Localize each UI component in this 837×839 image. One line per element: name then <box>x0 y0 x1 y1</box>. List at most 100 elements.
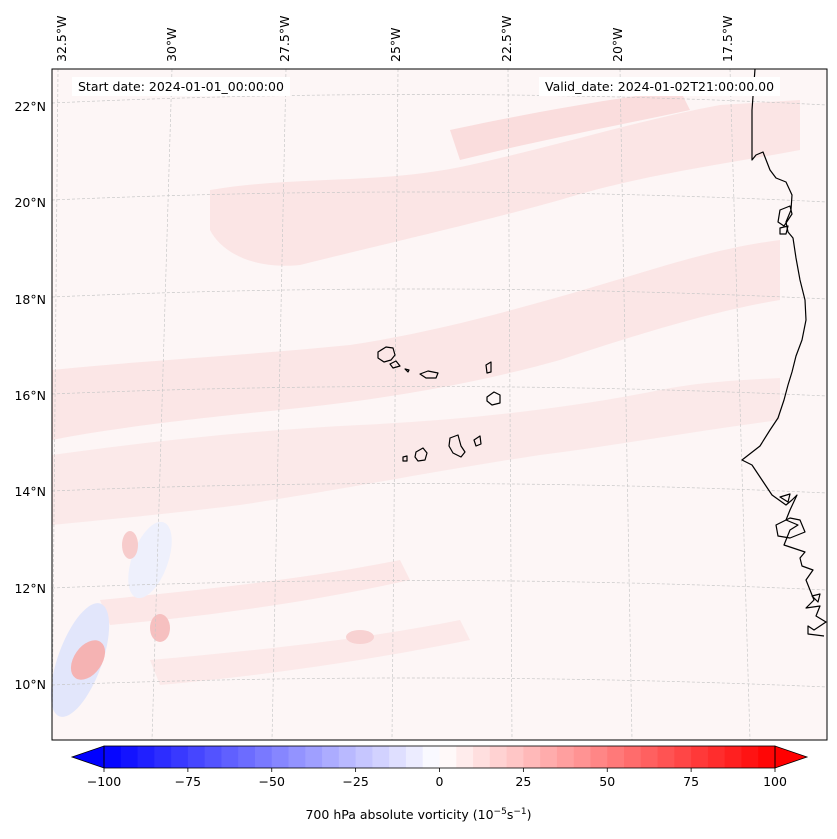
south-streaks-2 <box>150 620 470 685</box>
colorbar-cell <box>271 746 290 768</box>
colorbar-extend-max <box>774 745 809 769</box>
colorbar-cell <box>556 746 575 768</box>
gridline-lon-30 <box>151 68 173 741</box>
island-santa-luzia <box>404 368 410 373</box>
lon-label-30: 30°W <box>164 27 179 62</box>
north-band <box>210 100 800 266</box>
colorbar-cell <box>590 746 608 768</box>
island-santo-antao <box>377 346 396 363</box>
map-border <box>51 68 828 741</box>
colorbar-cell <box>540 746 558 768</box>
guinea-bissau-islands <box>811 593 821 603</box>
colorbar-cell <box>238 746 256 768</box>
mauritania-bay-2 <box>779 225 789 235</box>
colorbar-cell <box>707 746 726 768</box>
central-band <box>52 240 780 440</box>
coastlines <box>377 68 827 637</box>
gridline-lon-22-5 <box>507 68 513 741</box>
lon-label-27-5: 27.5°W <box>277 16 292 62</box>
colorbar-cell <box>221 746 239 768</box>
lat-label-12: 12°N <box>14 581 46 596</box>
lat-label-14: 14°N <box>14 484 46 499</box>
colorbar-tick-label: 50 <box>599 774 615 789</box>
colorbar-cell <box>640 746 659 768</box>
colorbar-cell <box>187 746 206 768</box>
island-boa-vista <box>486 391 501 406</box>
colorbar-cell <box>691 746 709 768</box>
colorbar-cell <box>657 746 675 768</box>
gridline-lon-17-5 <box>729 68 751 741</box>
colorbar-tick-label: −100 <box>87 774 121 789</box>
colorbar-label-main: 700 hPa absolute vorticity (10 <box>305 807 494 823</box>
island-santiago <box>448 434 466 458</box>
map-panel <box>50 68 828 741</box>
colorbar-cell <box>523 746 541 768</box>
colorbar-extend-min <box>70 745 105 769</box>
lat-label-16: 16°N <box>14 388 46 403</box>
colorbar-cell <box>456 746 474 768</box>
latitude-labels: 22°N 20°N 18°N 16°N 14°N 12°N 10°N <box>14 99 46 692</box>
colorbar-tick-label: −25 <box>342 774 368 789</box>
colorbar-cell <box>506 746 524 768</box>
lat-label-20: 20°N <box>14 195 46 210</box>
africa-coastline <box>741 68 827 637</box>
island-fogo <box>414 447 428 462</box>
colorbar-label-exp2: −1 <box>513 807 527 817</box>
colorbar-tick-label: 0 <box>436 774 444 789</box>
south-streaks <box>100 560 410 625</box>
lon-label-17-5: 17.5°W <box>720 16 735 62</box>
gridline-lat-14 <box>51 483 828 494</box>
colorbar-cell <box>439 746 457 768</box>
colorbar-cell <box>254 746 273 768</box>
colorbar-tick-label: 75 <box>683 774 699 789</box>
colorbar-cell <box>204 746 222 768</box>
colorbar-tick-label: 25 <box>515 774 531 789</box>
colorbar-cell <box>104 746 122 768</box>
southwest-min-2 <box>128 521 172 599</box>
gambia-inlet <box>779 493 791 503</box>
colorbar-cell <box>120 746 139 768</box>
gridlines <box>51 68 828 741</box>
gridline-lon-27-5 <box>271 68 287 741</box>
southwest-max <box>70 640 106 680</box>
colorbar-cell <box>573 746 591 768</box>
colorbar-cell <box>489 746 508 768</box>
island-maio <box>473 435 482 447</box>
island-sao-nicolau <box>419 370 439 379</box>
colorbar-cell <box>758 746 776 768</box>
colorbar-cell <box>171 746 189 768</box>
gridline-lat-12 <box>51 580 828 591</box>
colorbar-cell <box>741 746 759 768</box>
lat-label-18: 18°N <box>14 292 46 307</box>
southwest-max-3 <box>122 531 138 559</box>
start-date-label: Start date: 2024-01-01_00:00:00 <box>72 77 290 96</box>
lat-label-22: 22°N <box>14 99 46 114</box>
gridline-lat-10 <box>51 677 828 688</box>
colorbar-cell <box>405 746 424 768</box>
colorbar-cell <box>607 746 625 768</box>
colorbar-cell <box>322 746 340 768</box>
colorbar-label: 700 hPa absolute vorticity (10−5s−1) <box>0 807 837 822</box>
colorbar-cell <box>724 746 742 768</box>
northeast-patch <box>450 90 690 160</box>
colorbar-cell <box>389 746 407 768</box>
gridline-lon-32-5 <box>51 68 59 741</box>
gridline-lon-20 <box>619 68 633 741</box>
island-sao-vicente <box>389 360 401 369</box>
colorbar-cell <box>624 746 642 768</box>
gridline-lon-25 <box>391 68 399 741</box>
colorbar-cell <box>137 746 155 768</box>
colorbar-cell <box>355 746 373 768</box>
valid-date-label: Valid_date: 2024-01-02T21:00:00.00 <box>539 77 781 96</box>
colorbar-cells <box>104 746 776 768</box>
colorbar-label-close: ) <box>526 807 532 823</box>
colorbar-label-mid: s <box>506 807 514 823</box>
lat-label-10: 10°N <box>14 677 46 692</box>
gridline-lat-20 <box>51 191 828 203</box>
colorbar-tick-label: −50 <box>259 774 285 789</box>
island-sal <box>485 361 492 374</box>
lon-label-20: 20°W <box>610 27 625 62</box>
colorbar-cell <box>473 746 491 768</box>
colorbar-tick-label: −75 <box>175 774 201 789</box>
